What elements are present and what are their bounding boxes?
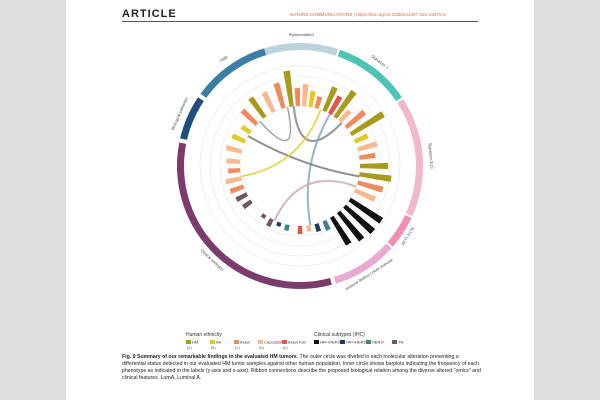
inner-bar-29 [260, 213, 267, 220]
inner-bar-11 [353, 133, 369, 144]
inner-bar-0 [283, 70, 294, 107]
subtype-label: HR+/HER2- [320, 340, 342, 345]
outer-segment-1 [337, 49, 402, 102]
inner-bar-1 [294, 88, 300, 107]
ribbon-0 [292, 106, 343, 143]
subtype-label: TN [398, 340, 403, 345]
inner-bar-2 [302, 84, 309, 107]
outer-segment-label: Signature 3/13 [428, 143, 435, 170]
caption-body: The outer circle was divided in each mol… [122, 354, 481, 381]
outer-ring [177, 42, 423, 289]
figure-caption: Fig. 9 Summary of our remarkable finding… [122, 354, 482, 382]
journal-reference: NATURE COMMUNICATIONS | https://doi.org/… [290, 12, 446, 17]
ethnicity-sub: (A) [187, 346, 192, 350]
inner-bar-25 [297, 225, 303, 234]
ethnicity-sub: (C) [235, 346, 240, 350]
inner-bar-9 [344, 109, 367, 130]
inner-bar-8 [338, 109, 352, 123]
inner-bar-42 [273, 82, 286, 109]
inner-bar-3 [308, 90, 316, 108]
inner-bar-20 [336, 210, 365, 242]
ethnicity-label: Asian Kan [288, 340, 306, 345]
subtype-swatch [392, 340, 397, 344]
subtype-swatch [314, 340, 319, 344]
ethnicity-sub: (E) [283, 346, 288, 350]
inner-bar-34 [228, 168, 241, 174]
inner-bar-6 [328, 95, 343, 116]
inner-bar-10 [349, 111, 385, 136]
inner-bar-23 [314, 223, 322, 232]
ribbon-5 [259, 107, 292, 142]
subtype-label: HR+/HER2+ [346, 340, 369, 345]
ethnicity-label: Caucasian [264, 340, 283, 345]
ethnicity-label: Asian [240, 340, 250, 345]
inner-bar-32 [229, 184, 245, 194]
subtype-legend-title: Clinical subtypes (IHC) [314, 332, 365, 338]
inner-bar-18 [348, 197, 384, 224]
inner-bar-15 [359, 172, 392, 182]
outer-segment-label: TMB [219, 54, 229, 63]
inner-bar-17 [353, 188, 377, 202]
ribbon-1 [306, 113, 331, 226]
outer-segment-5 [177, 142, 332, 289]
ethnicity-swatch [258, 340, 263, 344]
inner-bar-31 [235, 192, 249, 202]
outer-segment-3 [387, 215, 412, 247]
inner-bar-40 [248, 96, 267, 119]
caption-lead: Fig. 9 Summary of our remarkable finding… [122, 354, 299, 360]
outer-segment-label: Hypermutated [289, 32, 314, 37]
section-title: ARTICLE [122, 8, 177, 20]
inner-bar-12 [357, 141, 378, 152]
outer-segment-4 [333, 243, 392, 284]
inner-bar-4 [314, 96, 323, 109]
subtype-label: HER2+ [372, 340, 386, 345]
inner-bar-36 [225, 145, 243, 154]
inner-bar-28 [266, 217, 274, 228]
inner-bar-30 [241, 199, 253, 210]
inner-bar-19 [343, 204, 376, 235]
ethnicity-swatch [234, 340, 239, 344]
inner-bar-37 [231, 133, 247, 144]
grid-circle-3 [209, 75, 391, 257]
article-page: ARTICLE NATURE COMMUNICATIONS | https://… [66, 0, 534, 400]
ethnicity-label: HM [192, 340, 198, 345]
ethnicity-swatch [186, 340, 191, 344]
inner-bar-22 [322, 219, 331, 231]
ethnicity-swatch [210, 340, 215, 344]
inner-bar-16 [357, 180, 384, 193]
ribbon-2 [247, 135, 360, 178]
inner-bar-7 [333, 89, 357, 119]
ethnicity-sub: (B) [211, 346, 216, 350]
ribbons [240, 106, 360, 226]
subtype-swatch [366, 340, 371, 344]
ethnicity-legend-title: Human ethnicity [186, 332, 222, 338]
ribbon-4 [273, 179, 357, 221]
subtype-swatch [340, 340, 345, 344]
grid-circle-4 [199, 65, 401, 267]
inner-bars [225, 70, 392, 246]
ethnicity-label: AA [216, 340, 222, 345]
inner-bar-14 [359, 162, 388, 170]
ethnicity-sub: (D) [259, 346, 264, 350]
outer-segment-6 [180, 97, 204, 140]
ethnicity-swatch [282, 340, 287, 344]
inner-bar-26 [284, 224, 290, 231]
inner-bar-24 [306, 225, 312, 232]
outer-segment-7 [200, 48, 267, 98]
inner-bar-38 [240, 124, 252, 135]
inner-bar-13 [359, 152, 376, 160]
ribbon-3 [240, 109, 322, 178]
inner-bar-21 [330, 215, 352, 246]
inner-bar-5 [322, 86, 338, 113]
inner-bar-41 [261, 91, 276, 114]
figure-legend: Human ethnicity Clinical subtypes (IHC) … [186, 332, 403, 350]
inner-bar-33 [225, 176, 242, 185]
header-rule [122, 21, 478, 22]
inner-bar-27 [276, 221, 282, 227]
outer-segment-0 [264, 42, 339, 56]
inner-bar-35 [226, 158, 241, 164]
outer-segment-2 [397, 99, 423, 217]
inner-bar-39 [240, 108, 259, 126]
